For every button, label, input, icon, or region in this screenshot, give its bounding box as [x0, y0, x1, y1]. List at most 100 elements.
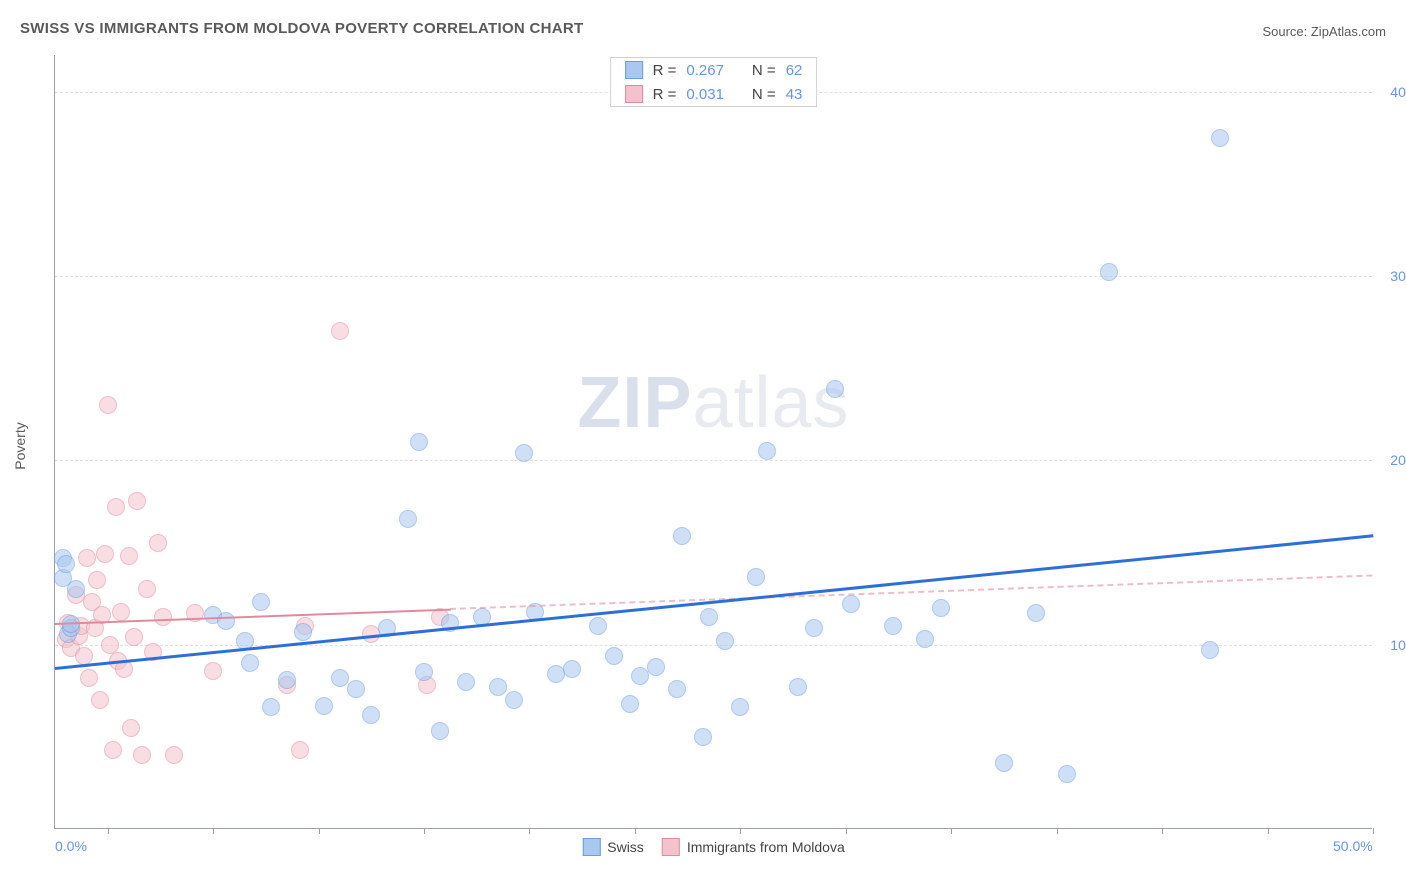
xtick-mark [108, 828, 109, 834]
data-point-a [505, 691, 523, 709]
legend-stats-row-a: R = 0.267 N = 62 [611, 58, 817, 82]
data-point-b [165, 746, 183, 764]
xtick-mark [740, 828, 741, 834]
data-point-a [995, 754, 1013, 772]
data-point-a [884, 617, 902, 635]
data-point-b [120, 547, 138, 565]
data-point-a [621, 695, 639, 713]
xtick-mark [1373, 828, 1374, 834]
ytick-label: 20.0% [1390, 452, 1406, 468]
data-point-a [399, 510, 417, 528]
data-point-a [842, 595, 860, 613]
data-point-a [252, 593, 270, 611]
data-point-a [668, 680, 686, 698]
xtick-mark [1057, 828, 1058, 834]
data-point-a [805, 619, 823, 637]
bottom-legend: Swiss Immigrants from Moldova [582, 838, 845, 856]
data-point-b [104, 741, 122, 759]
source-prefix: Source: [1262, 24, 1310, 39]
data-point-a [331, 669, 349, 687]
data-point-b [75, 647, 93, 665]
swatch-series-a [625, 61, 643, 79]
data-point-a [1211, 129, 1229, 147]
data-point-a [826, 380, 844, 398]
swatch-series-b-icon [662, 838, 680, 856]
data-point-b [122, 719, 140, 737]
legend-stats-row-b: R = 0.031 N = 43 [611, 82, 817, 106]
data-point-a [563, 660, 581, 678]
data-point-a [278, 671, 296, 689]
data-point-b [204, 662, 222, 680]
data-point-b [291, 741, 309, 759]
ytick-label: 10.0% [1390, 637, 1406, 653]
data-point-b [112, 603, 130, 621]
data-point-a [489, 678, 507, 696]
n-label-a: N = [752, 62, 776, 79]
data-point-a [347, 680, 365, 698]
data-point-b [88, 571, 106, 589]
data-point-b [107, 498, 125, 516]
data-point-b [133, 746, 151, 764]
data-point-a [262, 698, 280, 716]
data-point-a [731, 698, 749, 716]
data-point-a [1100, 263, 1118, 281]
r-value-a: 0.267 [686, 62, 724, 79]
n-label-b: N = [752, 86, 776, 103]
data-point-a [457, 673, 475, 691]
data-point-b [96, 545, 114, 563]
swatch-series-b [625, 85, 643, 103]
n-value-a: 62 [786, 62, 803, 79]
data-point-a [932, 599, 950, 617]
data-point-b [101, 636, 119, 654]
ytick-label: 40.0% [1390, 84, 1406, 100]
data-point-a [916, 630, 934, 648]
data-point-a [415, 663, 433, 681]
xtick-mark [635, 828, 636, 834]
data-point-b [99, 396, 117, 414]
xtick-mark [1162, 828, 1163, 834]
data-point-b [78, 549, 96, 567]
n-value-b: 43 [786, 86, 803, 103]
legend-label-b: Immigrants from Moldova [687, 839, 845, 855]
data-point-a [758, 442, 776, 460]
data-point-a [515, 444, 533, 462]
xtick-mark [846, 828, 847, 834]
legend-label-a: Swiss [607, 839, 644, 855]
data-point-a [431, 722, 449, 740]
data-point-b [125, 628, 143, 646]
data-point-a [410, 433, 428, 451]
gridline [55, 460, 1372, 461]
data-point-a [294, 623, 312, 641]
ytick-label: 30.0% [1390, 268, 1406, 284]
xtick-mark [529, 828, 530, 834]
legend-item-b: Immigrants from Moldova [662, 838, 845, 856]
data-point-a [647, 658, 665, 676]
r-label-b: R = [653, 86, 677, 103]
data-point-a [1058, 765, 1076, 783]
data-point-a [1201, 641, 1219, 659]
legend-stats-box: R = 0.267 N = 62 R = 0.031 N = 43 [610, 57, 818, 107]
data-point-a [605, 647, 623, 665]
xtick-mark [951, 828, 952, 834]
data-point-a [716, 632, 734, 650]
xtick-mark [424, 828, 425, 834]
data-point-a [217, 612, 235, 630]
data-point-b [80, 669, 98, 687]
xtick-mark [319, 828, 320, 834]
data-point-b [91, 691, 109, 709]
source-name: ZipAtlas.com [1311, 24, 1386, 39]
data-point-b [138, 580, 156, 598]
xtick-label: 0.0% [55, 838, 87, 854]
chart-title: SWISS VS IMMIGRANTS FROM MOLDOVA POVERTY… [20, 20, 584, 37]
plot-frame: ZIPatlas 10.0%20.0%30.0%40.0%0.0%50.0% R… [54, 55, 1372, 829]
xtick-mark [213, 828, 214, 834]
data-point-b [149, 534, 167, 552]
swatch-series-a-icon [582, 838, 600, 856]
data-point-b [331, 322, 349, 340]
data-point-a [1027, 604, 1045, 622]
xtick-label: 50.0% [1333, 838, 1373, 854]
data-point-a [694, 728, 712, 746]
gridline [55, 276, 1372, 277]
data-point-a [57, 555, 75, 573]
r-label-a: R = [653, 62, 677, 79]
